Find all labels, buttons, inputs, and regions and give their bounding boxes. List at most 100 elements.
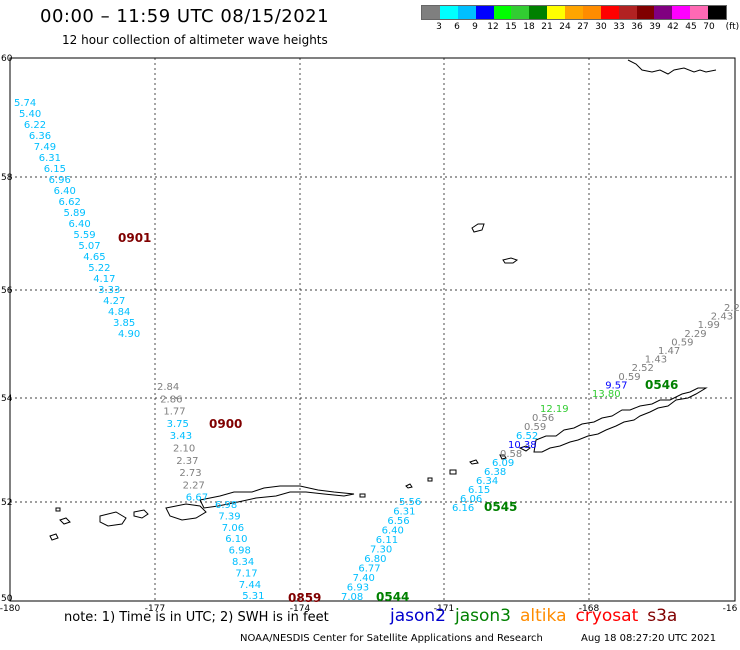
pass-time-label: 0545 (484, 500, 517, 514)
satellite-legend: jason2 jason3 altika cryosat s3a (390, 606, 686, 626)
wave-height-value: 6.93 (347, 583, 369, 594)
wave-height-value: 0.59 (524, 422, 546, 433)
wave-height-value: 3.33 (98, 285, 120, 296)
scale-label: 9 (472, 22, 478, 32)
wave-height-value: 6.16 (452, 503, 474, 514)
wave-height-value: 5.31 (242, 591, 264, 602)
scale-swatch (511, 6, 530, 19)
wave-height-value: 5.59 (73, 230, 95, 241)
scale-label: 30 (595, 22, 607, 32)
color-scale-bar (421, 5, 727, 20)
wave-height-value: 6.15 (468, 485, 490, 496)
scale-label: 21 (541, 22, 553, 32)
wave-height-value: 6.06 (460, 494, 482, 505)
wave-height-value: 2.73 (179, 468, 201, 479)
lon-tick-label: -168 (579, 604, 600, 614)
wave-height-value: 6.31 (393, 507, 415, 518)
wave-height-value: 6.52 (516, 431, 538, 442)
scale-label: 36 (631, 22, 643, 32)
scale-swatch (493, 6, 512, 19)
scale-label: 70 (703, 22, 715, 32)
wave-height-value: 6.36 (29, 131, 51, 142)
legend-jason3: jason3 (455, 606, 511, 626)
wave-height-value: 6.10 (225, 534, 247, 545)
pass-time-label: 0544 (376, 590, 409, 604)
footer-note: note: 1) Time is in UTC; 2) SWH is in fe… (64, 610, 329, 625)
scale-swatch (708, 6, 726, 19)
scale-label: 24 (559, 22, 571, 32)
wave-height-value: 3.43 (170, 431, 192, 442)
pass-time-label: 0546 (645, 378, 678, 392)
scale-label: 3 (436, 22, 442, 32)
scale-swatch (547, 6, 565, 19)
wave-height-value: 7.08 (341, 592, 363, 603)
wave-height-value: 7.49 (34, 142, 56, 153)
lat-tick-label: 58 (1, 173, 13, 183)
pass-time-label: 0901 (118, 231, 151, 245)
wave-height-value: 2.27 (183, 480, 205, 491)
wave-height-value: 6.80 (364, 554, 386, 565)
wave-height-value: 9.57 (605, 380, 627, 391)
map-title: 00:00 – 11:59 UTC 08/15/2021 (40, 6, 330, 27)
wave-height-value: 2.84 (157, 382, 179, 393)
wave-height-value: 6.40 (382, 526, 404, 537)
wave-height-value: 6.34 (476, 476, 498, 487)
scale-label: 27 (577, 22, 589, 32)
scale-swatch (600, 6, 619, 19)
lat-tick-label: 60 (1, 54, 13, 64)
wave-height-value: 6.96 (49, 175, 71, 186)
wave-height-value: 6.40 (68, 219, 90, 230)
wave-height-value: 8.34 (232, 557, 254, 568)
wave-height-value: 2.29 (684, 329, 706, 340)
scale-label: 45 (685, 22, 697, 32)
wave-height-value: 0.59 (671, 337, 693, 348)
wave-height-value: 1.99 (698, 320, 720, 331)
wave-height-value: 6.67 (186, 493, 208, 504)
generation-timestamp: Aug 18 08:27:20 UTC 2021 (581, 633, 717, 644)
wave-height-value: 6.98 (215, 500, 237, 511)
wave-height-value: 7.39 (218, 511, 240, 522)
scale-label: 12 (487, 22, 499, 32)
scale-swatch (654, 6, 673, 19)
credit-text: NOAA/NESDIS Center for Satellite Applica… (240, 633, 543, 644)
wave-height-value: 6.40 (54, 186, 76, 197)
coastline (49, 59, 717, 541)
lon-tick-label: -174 (290, 604, 311, 614)
color-scale-labels: 3 6 9 12 15 18 21 24 27 30 33 36 39 42 45 70 (ft) (421, 20, 739, 34)
scale-swatch (439, 6, 458, 19)
wave-height-value: 7.06 (222, 523, 244, 534)
wave-height-value: 13.80 (592, 389, 621, 400)
scale-swatch (457, 6, 476, 19)
wave-height-value: 6.56 (387, 516, 409, 527)
wave-height-value: 7.44 (239, 580, 261, 591)
wave-height-value: 2.37 (176, 456, 198, 467)
wave-height-value: 2.43 (711, 312, 733, 323)
wave-height-value: 6.77 (358, 564, 380, 575)
wave-height-value: 6.11 (376, 535, 398, 546)
scale-swatch (582, 6, 601, 19)
wave-height-value: 6.15 (44, 164, 66, 175)
wave-height-value: 6.62 (59, 197, 81, 208)
wave-height-value: 4.65 (83, 252, 105, 263)
wave-height-value: 2.2 (724, 303, 740, 314)
wave-height-value: 0.58 (500, 449, 522, 460)
wave-height-value: 1.43 (645, 355, 667, 366)
wave-height-value: 7.17 (235, 568, 257, 579)
scale-swatch (475, 6, 494, 19)
scale-swatch (565, 6, 583, 19)
wave-height-value: 10.38 (508, 440, 537, 451)
lat-tick-label: 50 (1, 594, 13, 604)
map-grid (10, 58, 735, 601)
wave-height-value: 6.09 (492, 458, 514, 469)
scale-swatch (636, 6, 655, 19)
lat-tick-label: 52 (1, 498, 12, 508)
scale-swatch (672, 6, 691, 19)
wave-height-value: 2.10 (173, 444, 195, 455)
pass-time-label: 0900 (209, 417, 242, 431)
wave-height-value: 3.85 (113, 318, 135, 329)
wave-height-value: 5.74 (14, 98, 36, 109)
wave-height-value: 2.86 (160, 394, 182, 405)
wave-height-value: 6.22 (24, 120, 46, 131)
wave-height-value: 6.38 (484, 467, 506, 478)
